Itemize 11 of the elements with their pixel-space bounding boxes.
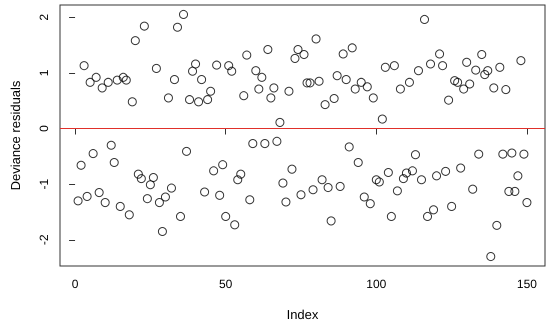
x-axis-title: Index: [286, 307, 319, 322]
y-tick-label: 1: [37, 69, 51, 76]
y-tick-label: 0: [37, 124, 51, 132]
y-axis-title: Deviance residuals: [8, 80, 23, 190]
x-tick-label: 50: [219, 277, 233, 291]
x-tick-label: 0: [72, 277, 79, 291]
y-tick-label: -2: [37, 234, 51, 246]
y-tick-label: 2: [37, 14, 51, 21]
x-tick-label: 100: [366, 277, 387, 291]
x-tick-label: 150: [516, 277, 538, 291]
y-tick-label: -1: [37, 178, 51, 190]
